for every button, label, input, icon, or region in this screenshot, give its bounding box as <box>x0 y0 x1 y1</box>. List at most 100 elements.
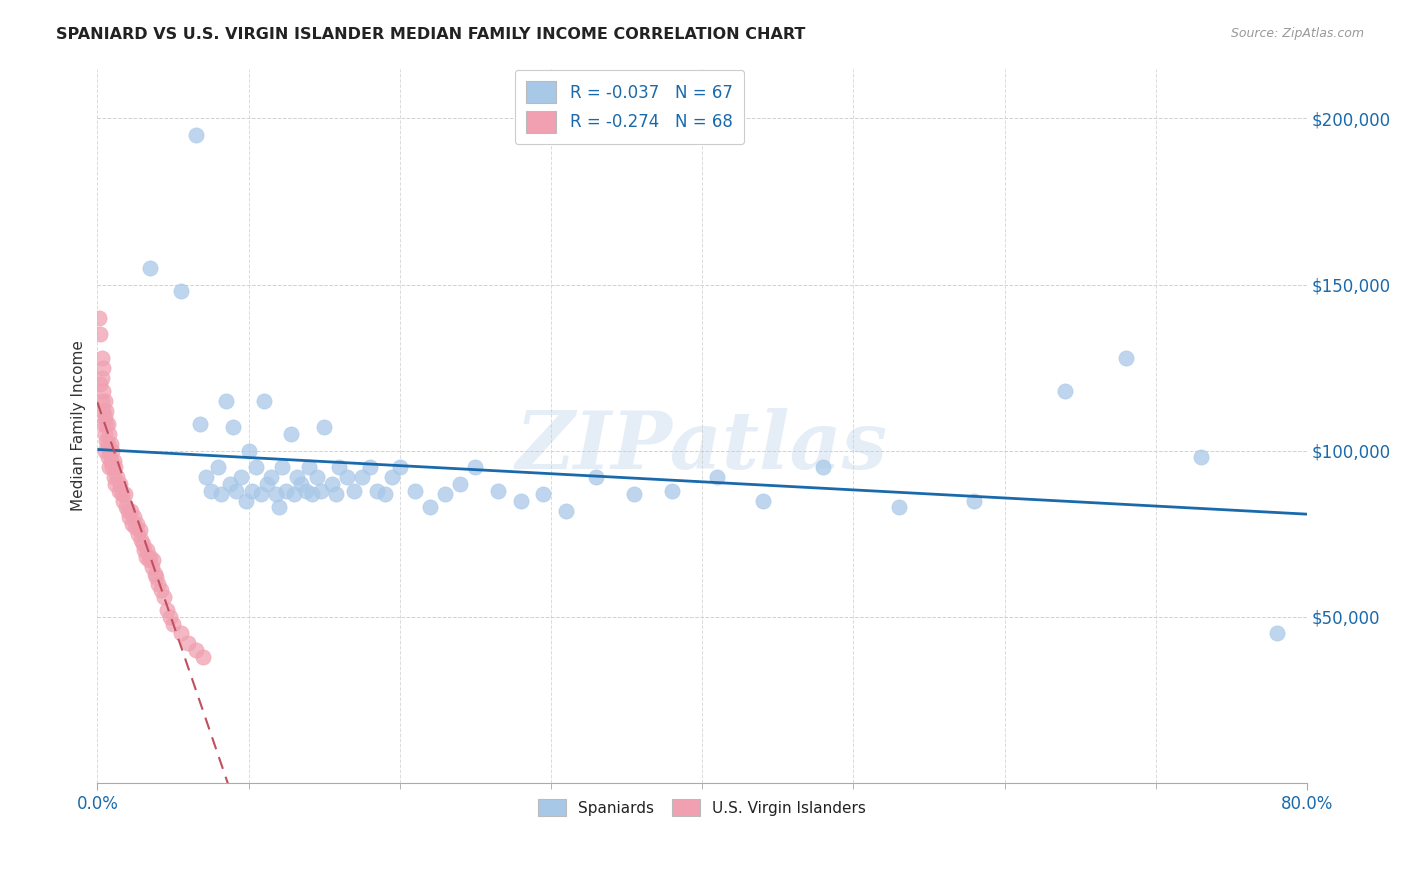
Text: Source: ZipAtlas.com: Source: ZipAtlas.com <box>1230 27 1364 40</box>
Point <box>366 483 388 498</box>
Point <box>305 470 328 484</box>
Point <box>141 560 163 574</box>
Point <box>125 516 148 531</box>
Point <box>235 493 257 508</box>
Point <box>177 636 200 650</box>
Point <box>309 483 332 498</box>
Point <box>200 483 222 498</box>
Point <box>661 483 683 498</box>
Point <box>153 590 176 604</box>
Point <box>139 260 162 275</box>
Point <box>129 533 152 548</box>
Y-axis label: Median Family Income: Median Family Income <box>72 341 86 511</box>
Point <box>145 570 167 584</box>
Point <box>434 487 457 501</box>
Point <box>139 549 162 564</box>
Point <box>98 427 121 442</box>
Point <box>1115 351 1137 365</box>
Point <box>314 420 336 434</box>
Legend: Spaniards, U.S. Virgin Islanders: Spaniards, U.S. Virgin Islanders <box>529 789 875 825</box>
Point <box>225 483 247 498</box>
Text: SPANIARD VS U.S. VIRGIN ISLANDER MEDIAN FAMILY INCOME CORRELATION CHART: SPANIARD VS U.S. VIRGIN ISLANDER MEDIAN … <box>56 27 806 42</box>
Point <box>117 503 139 517</box>
Point <box>143 566 166 581</box>
Point <box>94 393 117 408</box>
Point <box>811 460 834 475</box>
Point <box>169 626 191 640</box>
Point <box>555 503 578 517</box>
Point <box>464 460 486 475</box>
Point <box>96 417 118 431</box>
Point <box>222 420 245 434</box>
Point <box>887 500 910 515</box>
Point <box>115 500 138 515</box>
Point <box>336 470 359 484</box>
Point <box>108 477 131 491</box>
Point <box>298 460 321 475</box>
Point <box>381 470 404 484</box>
Point <box>260 470 283 484</box>
Point <box>270 460 292 475</box>
Point <box>509 493 531 508</box>
Point <box>184 643 207 657</box>
Point <box>94 427 117 442</box>
Point <box>110 487 132 501</box>
Point <box>100 437 122 451</box>
Point <box>93 404 115 418</box>
Point <box>89 327 111 342</box>
Point <box>104 477 127 491</box>
Point <box>101 460 124 475</box>
Point <box>215 393 238 408</box>
Point <box>486 483 509 498</box>
Point <box>169 284 191 298</box>
Point <box>162 616 184 631</box>
Point <box>146 576 169 591</box>
Point <box>285 470 308 484</box>
Point <box>253 393 276 408</box>
Point <box>121 516 143 531</box>
Point <box>751 493 773 508</box>
Point <box>623 487 645 501</box>
Point <box>531 487 554 501</box>
Point <box>135 549 157 564</box>
Point <box>112 493 135 508</box>
Point <box>93 417 115 431</box>
Point <box>136 543 159 558</box>
Point <box>96 404 118 418</box>
Point <box>321 477 343 491</box>
Point <box>149 583 172 598</box>
Point <box>98 460 121 475</box>
Point <box>325 487 347 501</box>
Point <box>105 470 128 484</box>
Point <box>87 310 110 325</box>
Point <box>94 410 117 425</box>
Point <box>1189 450 1212 465</box>
Point <box>290 477 312 491</box>
Point <box>118 510 141 524</box>
Point <box>89 377 111 392</box>
Text: ZIPatlas: ZIPatlas <box>516 409 889 486</box>
Point <box>295 483 318 498</box>
Point <box>374 487 396 501</box>
Point <box>93 384 115 398</box>
Point <box>280 427 302 442</box>
Point <box>103 453 125 467</box>
Point <box>98 443 121 458</box>
Point <box>127 526 149 541</box>
Point <box>267 500 290 515</box>
Point <box>159 610 181 624</box>
Point <box>94 443 117 458</box>
Point <box>90 393 112 408</box>
Point <box>256 477 278 491</box>
Point <box>207 460 229 475</box>
Point <box>240 483 263 498</box>
Point <box>97 450 120 465</box>
Point <box>229 470 252 484</box>
Point <box>328 460 350 475</box>
Point <box>404 483 426 498</box>
Point <box>219 477 242 491</box>
Point <box>188 417 211 431</box>
Point <box>97 417 120 431</box>
Point <box>419 500 441 515</box>
Point <box>132 537 155 551</box>
